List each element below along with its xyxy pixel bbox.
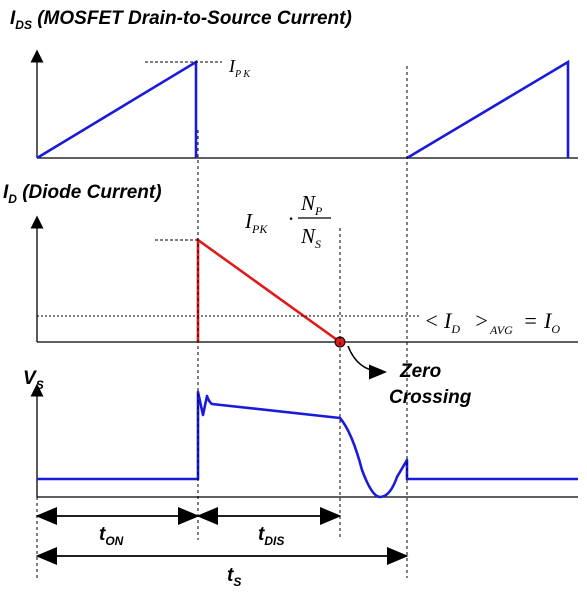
avg-sub: AVG <box>489 323 513 337</box>
svg-text:NS: NS <box>300 224 321 251</box>
id-heading-desc: (Diode Current) <box>17 182 162 203</box>
vs-axes <box>37 390 578 497</box>
vs-waveform <box>37 392 578 497</box>
avg-close: > <box>474 308 489 333</box>
avg-i-sub: D <box>450 322 460 336</box>
time-markers <box>37 66 407 578</box>
ton-sub: ON <box>105 534 123 548</box>
svg-text:>: > <box>474 308 489 333</box>
id-heading: ID (Diode Current) <box>3 182 162 206</box>
ipk-label-sub: P K <box>234 69 251 80</box>
ratio-dot: · <box>288 206 294 231</box>
svg-text:<: < <box>424 308 439 333</box>
ids-heading-sub: DS <box>15 18 32 32</box>
np-main: N <box>300 191 316 215</box>
ids-heading-desc: (MOSFET Drain-to-Source Current) <box>32 8 352 29</box>
tdis-sub: DIS <box>264 534 284 548</box>
np-sub: P <box>314 204 323 218</box>
avg-io-sub: O <box>551 322 560 336</box>
tdis-label: tDIS <box>258 524 284 548</box>
svg-text:IPK: IPK <box>244 209 268 236</box>
id-heading-sub: D <box>8 192 17 206</box>
id-waveform <box>198 240 340 342</box>
average-current-formula: < ID > AVG = IO <box>424 308 560 337</box>
avg-eq: = <box>523 308 538 333</box>
ns-sub: S <box>315 237 321 251</box>
vs-heading-sub: S <box>36 378 44 392</box>
peak-ratio-formula: IPK · NP NS <box>244 191 331 251</box>
ipk-label: IP K <box>228 56 251 80</box>
crossing-label: Crossing <box>389 387 472 408</box>
ratio-ipk-sub: PK <box>251 222 268 236</box>
svg-text:NP: NP <box>300 191 323 218</box>
ts-label: tS <box>227 565 241 589</box>
zero-crossing-arrow <box>348 346 384 372</box>
vs-heading: VS <box>23 368 44 392</box>
ids-waveform <box>37 62 568 158</box>
zero-label: Zero <box>399 361 441 382</box>
ids-heading: IDS (MOSFET Drain-to-Source Current) <box>10 8 352 32</box>
ton-label: tON <box>99 524 124 548</box>
ids-axes <box>37 56 578 158</box>
ns-main: N <box>300 224 316 248</box>
avg-open: < <box>424 308 439 333</box>
ts-sub: S <box>233 575 241 589</box>
svg-text:IO: IO <box>543 308 560 336</box>
svg-text:ID: ID <box>443 308 460 336</box>
